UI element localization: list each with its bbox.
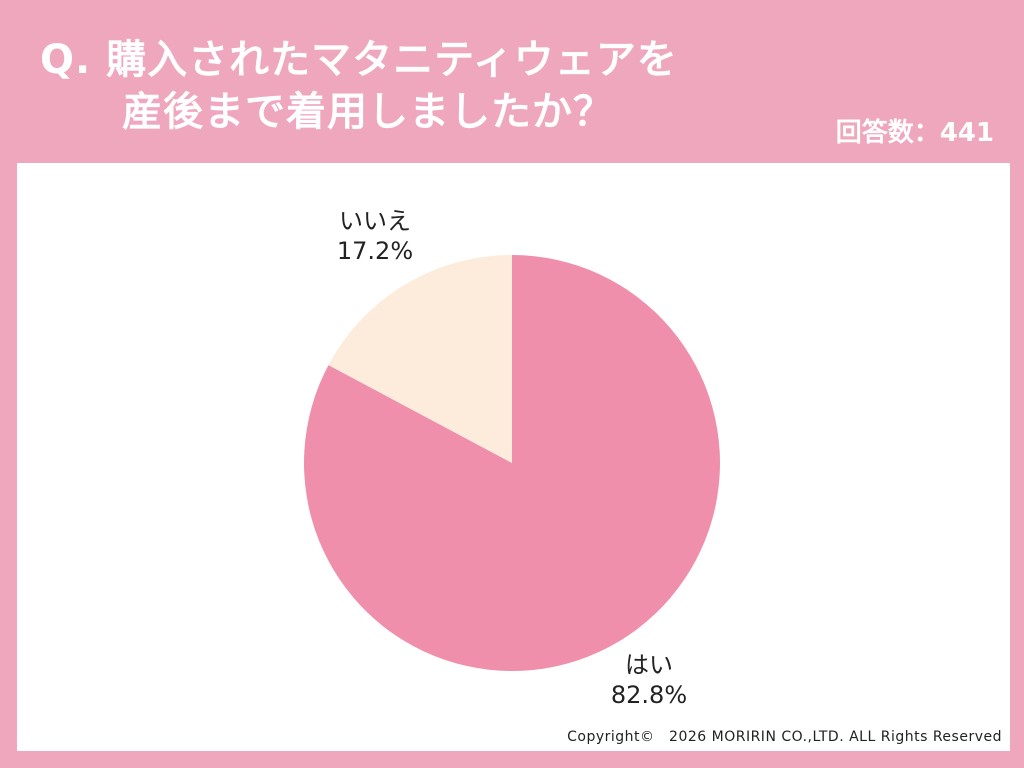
respondent-count: 回答数：441 [835,118,994,148]
copyright-notice: Copyright© 2026 MORIRIN CO.,LTD. ALL Rig… [567,729,1002,745]
chart-panel: はい 82.8% いいえ 17.2% [17,163,1010,751]
slice-category-label-1: いいえ [339,207,411,235]
pie-slice-1 [328,255,512,463]
slice-value-label-1: 17.2% [337,237,413,265]
slice-value-label-0: 82.8% [611,681,687,709]
title-line-1: Q. 購入されたマタニティウェアを [40,37,678,83]
pie-slice-0 [304,255,721,671]
chart-title: Q. 購入されたマタニティウェアを 産後まで着用しましたか？ [40,34,678,138]
slice-category-label-0: はい [625,651,673,679]
title-line-2: 産後まで着用しましたか？ [122,89,614,135]
